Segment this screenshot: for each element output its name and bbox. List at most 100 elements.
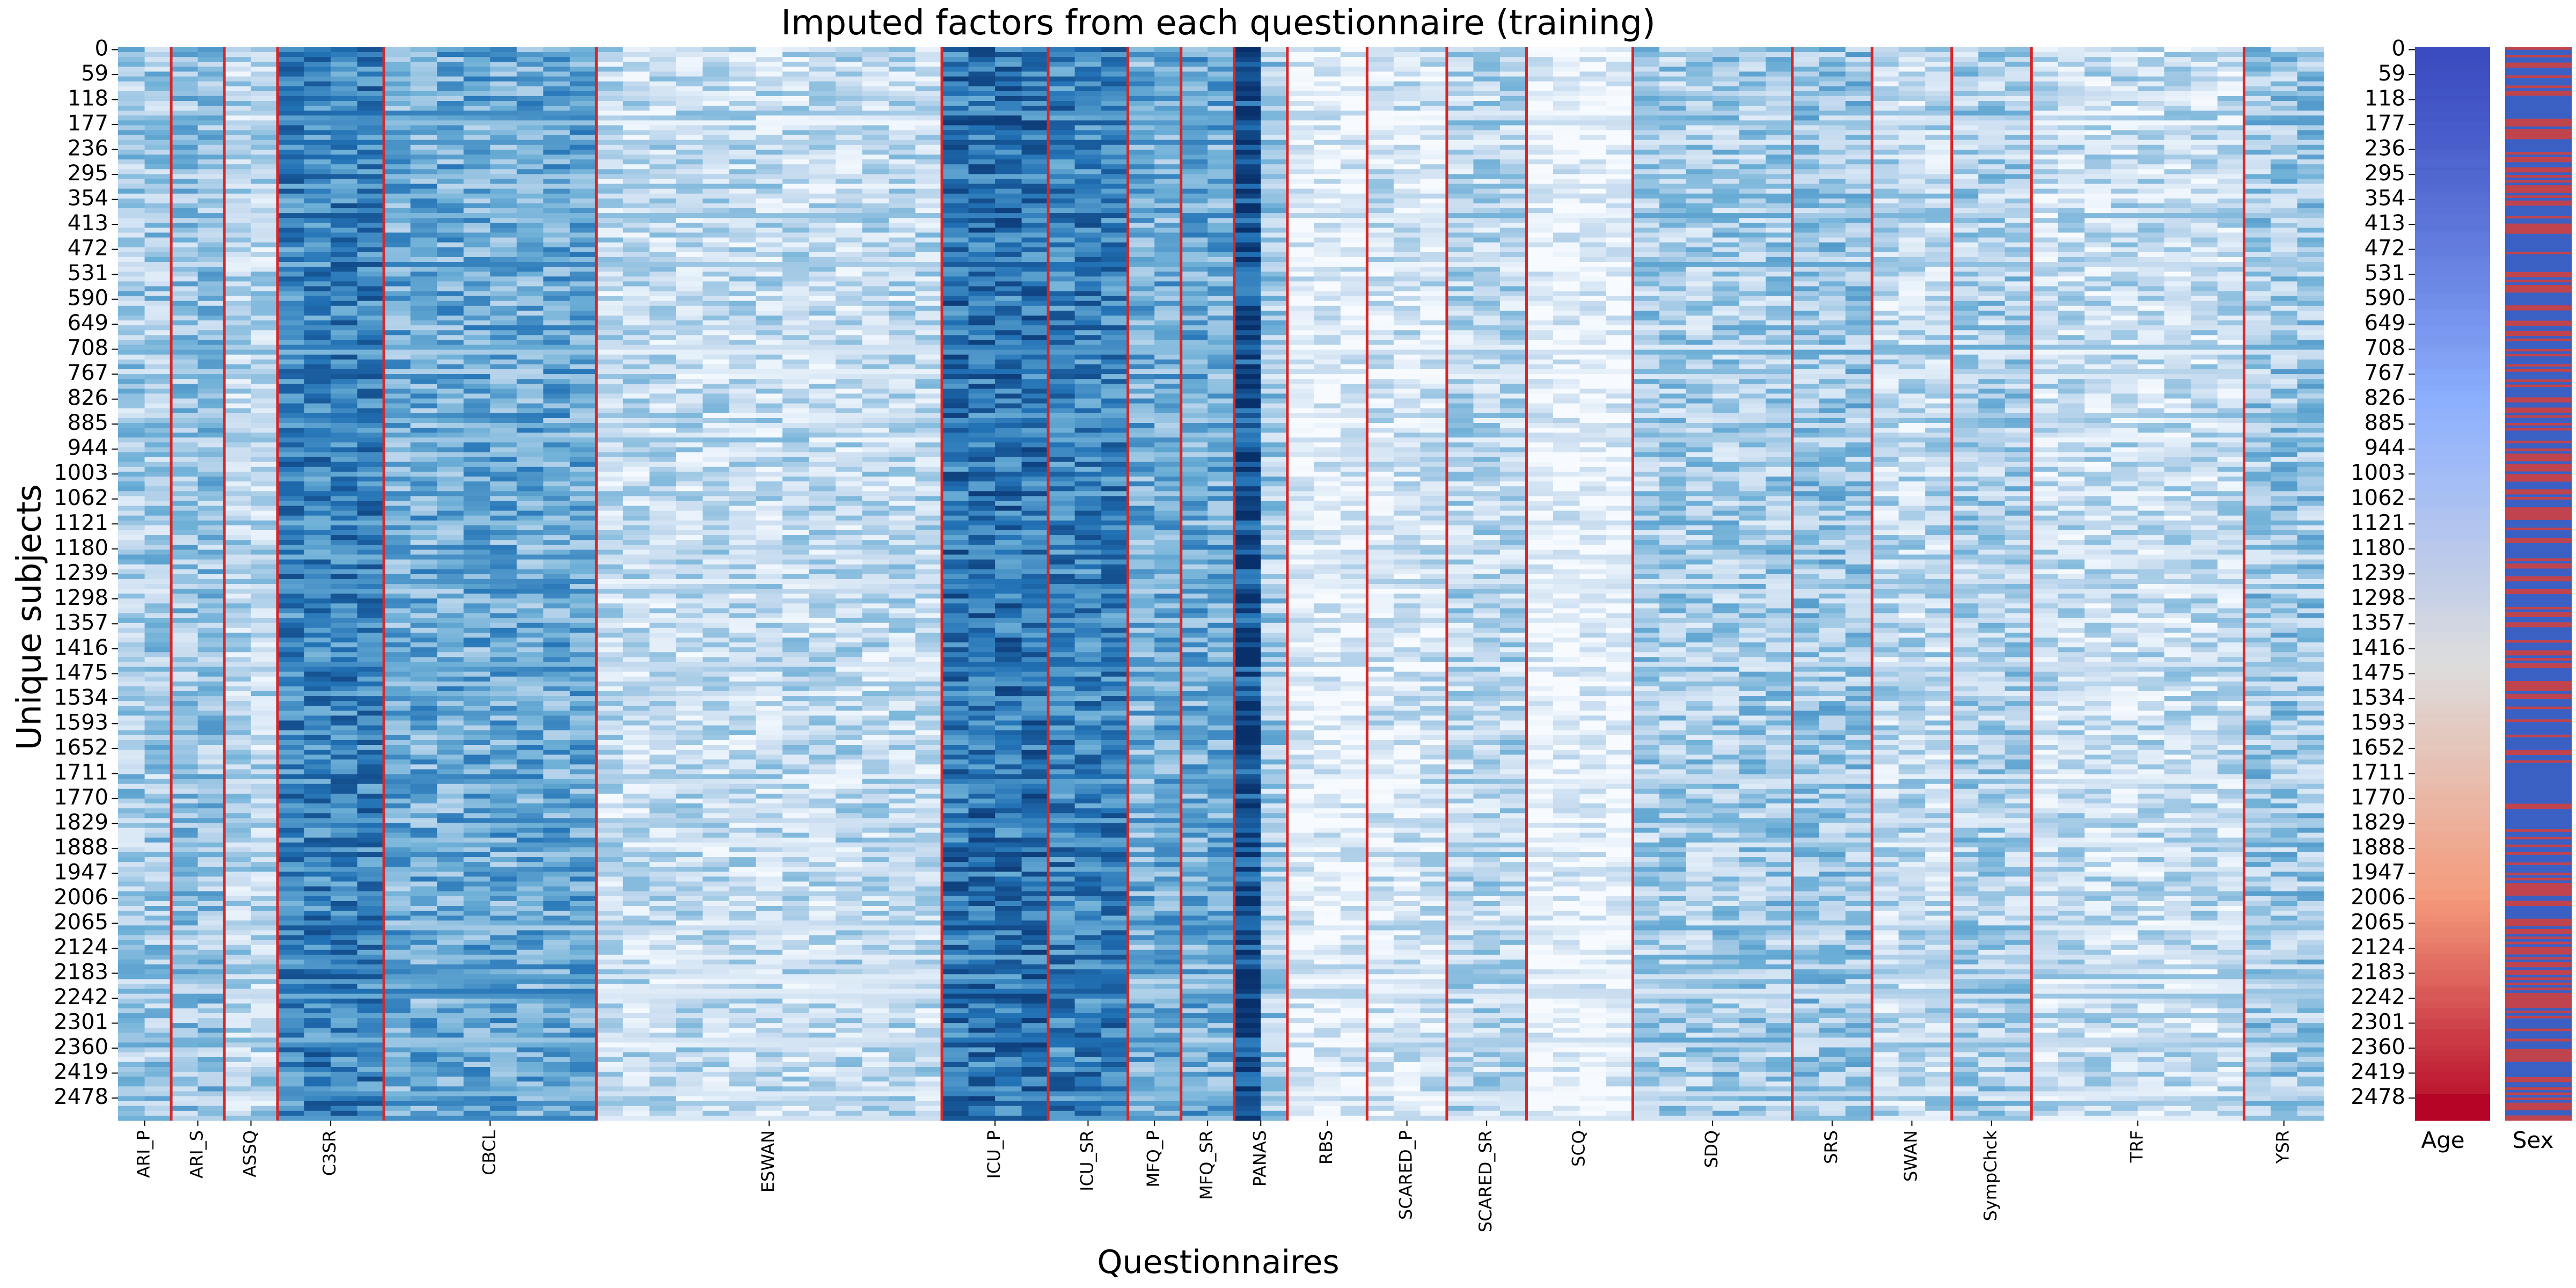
heat-cell [437, 837, 464, 843]
heat-cell [224, 1057, 252, 1063]
heat-cell [490, 203, 517, 209]
heat-cell [118, 755, 145, 760]
heat-cell [676, 691, 703, 697]
heat-cell [516, 71, 544, 77]
heat-cell [357, 1008, 384, 1014]
heat-cell [384, 96, 411, 101]
heat-cell [331, 755, 358, 760]
heat-cell [357, 1028, 384, 1033]
heat-cell [543, 813, 570, 818]
heat-cell [384, 945, 411, 950]
heat-cell [490, 1052, 517, 1058]
heat-cell [410, 310, 437, 316]
heat-cell [118, 447, 145, 453]
heat-cell [304, 1052, 331, 1058]
heat-cell [197, 974, 225, 979]
heat-cell [118, 1091, 145, 1097]
heat-cell [569, 969, 597, 975]
heat-cell [490, 423, 517, 428]
heat-cell [490, 945, 517, 950]
heat-cell [516, 403, 544, 409]
heat-cell [490, 1081, 517, 1087]
heat-cell [463, 57, 491, 62]
heat-cell [463, 262, 491, 267]
heat-cell [437, 218, 464, 223]
heat-cell [623, 901, 650, 906]
heat-cell [304, 159, 331, 165]
heat-cell [463, 242, 491, 248]
heat-cell [437, 208, 464, 214]
heat-cell [437, 67, 464, 72]
heat-cell [357, 71, 384, 77]
heat-cell [251, 1110, 278, 1116]
heat-cell [277, 86, 305, 92]
heat-cell [171, 662, 199, 668]
heat-cell [649, 984, 677, 990]
heat-cell [118, 96, 145, 101]
heat-cell [463, 711, 491, 716]
heat-cell [463, 701, 491, 706]
heat-cell [543, 408, 570, 414]
heat-cell [623, 242, 650, 248]
heat-cell [331, 989, 358, 994]
heat-cell [490, 281, 517, 287]
heat-cell [516, 701, 544, 706]
heat-cell [277, 613, 305, 619]
heat-cell [118, 1003, 145, 1009]
heat-cell [197, 515, 225, 521]
heat-cell [676, 803, 703, 809]
heat-cell [410, 130, 437, 136]
heat-cell [277, 545, 305, 550]
heat-cell [384, 1110, 411, 1116]
heat-cell [676, 144, 703, 150]
heat-cell [251, 310, 278, 316]
heat-cell [224, 203, 252, 209]
heat-cell [224, 452, 252, 458]
heat-cell [516, 228, 544, 233]
heat-cell [702, 750, 730, 755]
heat-cell [384, 398, 411, 404]
heat-cell [490, 1101, 517, 1107]
heat-cell [171, 76, 199, 82]
heat-cell [277, 872, 305, 877]
heat-cell [384, 218, 411, 223]
heat-cell [357, 896, 384, 902]
heat-cell [569, 574, 597, 580]
heat-cell [623, 954, 650, 960]
heat-cell [118, 559, 145, 565]
heat-cell [437, 818, 464, 824]
heat-cell [277, 291, 305, 297]
heat-cell [197, 305, 225, 311]
heat-cell [463, 1008, 491, 1014]
heat-cell [171, 969, 199, 975]
heat-cell [649, 354, 677, 360]
heat-cell [516, 964, 544, 970]
heat-cell [384, 286, 411, 292]
heat-cell [676, 715, 703, 721]
heat-cell [543, 1077, 570, 1082]
heat-cell [251, 735, 278, 741]
heat-cell [596, 267, 624, 272]
heat-cell [251, 349, 278, 355]
heat-cell [463, 223, 491, 228]
heat-cell [171, 403, 199, 409]
heat-cell [437, 267, 464, 272]
heat-cell [384, 969, 411, 975]
heat-cell [118, 1013, 145, 1019]
heat-cell [118, 618, 145, 624]
heat-cell [331, 496, 358, 502]
heat-cell [384, 354, 411, 360]
heat-cell [463, 554, 491, 560]
heat-cell [437, 1072, 464, 1077]
heat-cell [384, 867, 411, 872]
heat-cell [569, 769, 597, 775]
heat-cell [490, 384, 517, 389]
heat-cell [596, 188, 624, 194]
heat-cell [543, 437, 570, 443]
heat-cell [596, 876, 624, 882]
heat-cell [623, 906, 650, 911]
heat-cell [649, 916, 677, 921]
heat-cell [676, 452, 703, 458]
heat-cell [490, 257, 517, 262]
heat-cell [623, 964, 650, 970]
